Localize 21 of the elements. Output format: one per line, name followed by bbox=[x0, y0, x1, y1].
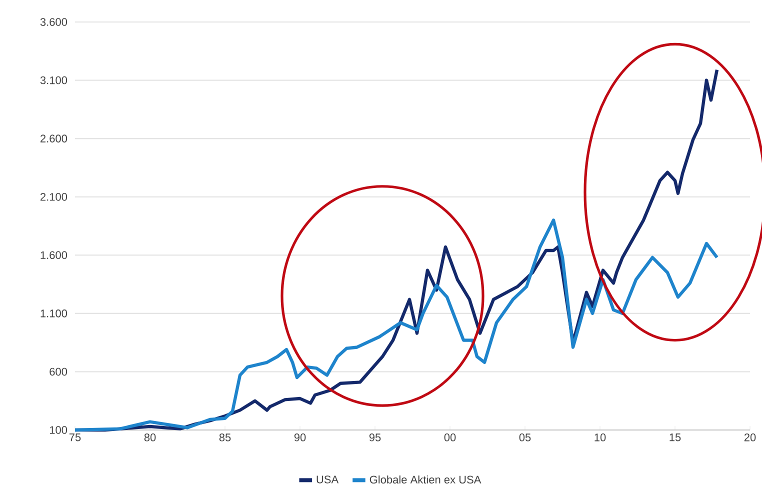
y-tick-label: 600 bbox=[50, 368, 68, 376]
x-tick-label: 75 bbox=[69, 434, 81, 442]
x-tick-label: 95 bbox=[369, 434, 381, 442]
x-tick-label: 85 bbox=[219, 434, 231, 442]
line-series bbox=[73, 218, 719, 432]
y-tick-label: 3.100 bbox=[40, 76, 68, 84]
x-tick-label: 00 bbox=[444, 434, 456, 442]
x-tick-label: 20 bbox=[744, 434, 756, 442]
y-tick-label: 2.600 bbox=[40, 134, 68, 142]
y-tick-label: 3.600 bbox=[40, 18, 68, 26]
legend-label: USA bbox=[316, 476, 339, 484]
y-tick-label: 100 bbox=[50, 426, 68, 434]
x-tick-label: 05 bbox=[519, 434, 531, 442]
y-tick-label: 1.600 bbox=[40, 251, 68, 260]
legend-label: Globale Aktien ex USA bbox=[370, 475, 482, 484]
x-tick-label: 10 bbox=[594, 434, 606, 442]
x-tick-label: 15 bbox=[670, 434, 681, 442]
x-tick-label: 80 bbox=[144, 434, 156, 442]
x-tick-label: 90 bbox=[294, 434, 306, 442]
y-tick-label: 1.100 bbox=[40, 310, 68, 318]
y-tick-label: 2.100 bbox=[40, 192, 68, 201]
